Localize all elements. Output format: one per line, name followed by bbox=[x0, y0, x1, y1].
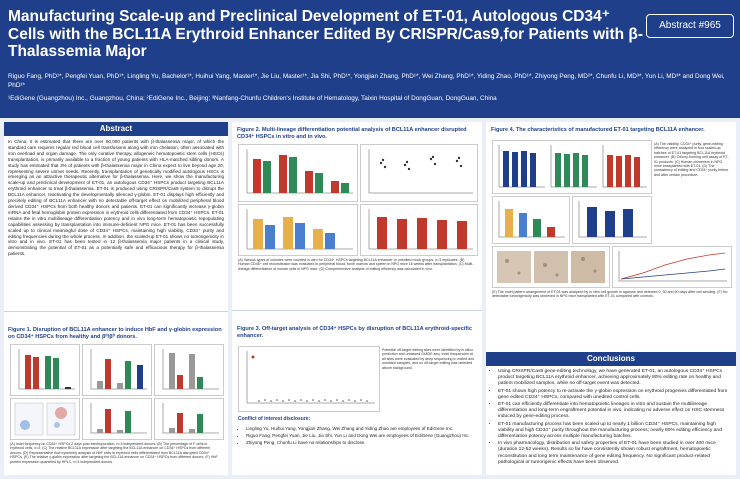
figure-3-title: Figure 3. Off-target analysis of CD34⁺ H… bbox=[237, 326, 472, 339]
fig4-chimerism-chart bbox=[578, 201, 647, 238]
figure-2-title: Figure 2. Multi-lineage differentiation … bbox=[237, 127, 467, 140]
coi-item: Lingling Yu, Huihui Yang, Yongjian Zhang… bbox=[246, 426, 476, 432]
poster-body: Abstract In China, it is estimated that … bbox=[0, 118, 740, 479]
poster-header: Manufacturing Scale-up and Preclinical D… bbox=[0, 0, 740, 118]
conclusion-item: Using CRISPR/Cas9 gene-editing technolog… bbox=[498, 369, 730, 388]
conclusion-item: ET-01 shows high potency to re-activate … bbox=[498, 389, 730, 401]
fig1-bar-chart-a bbox=[18, 349, 75, 390]
fig4-panel-c bbox=[572, 196, 652, 244]
fig1-panel-d bbox=[10, 398, 80, 440]
conflict-of-interest: Conflict of interest disclosure: Linglin… bbox=[238, 416, 476, 446]
fig1-panel-b bbox=[82, 344, 152, 396]
fig1-bar-chart-c bbox=[162, 349, 219, 390]
figure-4-notes-right: (A) The viability, CD34⁺ purity, gene-ed… bbox=[654, 142, 729, 177]
abstract-number-badge: Abstract #965 bbox=[646, 14, 734, 38]
figure-1-title: Figure 1. Disruption of BCL11A enhancer … bbox=[8, 327, 222, 340]
right-column: Figure 4. The characteristics of manufac… bbox=[486, 122, 736, 475]
fig1-bar-chart-e bbox=[90, 403, 147, 434]
fig4-panel-a bbox=[492, 140, 652, 194]
fig2-engraftment-chart bbox=[368, 149, 473, 194]
fig2-editing-chart bbox=[368, 209, 473, 250]
coi-heading: Conflict of interest disclosure: bbox=[238, 416, 311, 422]
figure-2-notes: (A) Various types of colonies were count… bbox=[238, 258, 474, 271]
conclusions-heading: Conclusions bbox=[486, 352, 736, 366]
fig3-scatter-plot bbox=[246, 351, 375, 404]
figure-4-title: Figure 4. The characteristics of manufac… bbox=[491, 127, 705, 133]
fig4-colony-chart bbox=[498, 201, 565, 238]
figure-1-notes: (A) Indel frequency on CD34⁺ HSPCs 2 day… bbox=[10, 442, 218, 464]
fig4-soft-agar-images bbox=[497, 251, 605, 283]
fig4-panel-f bbox=[612, 246, 732, 288]
fig2-lineage-chart bbox=[246, 209, 353, 250]
abstract-text: In China, it is estimated that there are… bbox=[8, 139, 224, 257]
fig3-off-target-chart bbox=[238, 346, 380, 412]
affiliations: ¹EdiGene (Guangzhou) Inc., Guangzhou, Ch… bbox=[8, 95, 497, 102]
fig1-panel-a bbox=[10, 344, 80, 396]
poster-title: Manufacturing Scale-up and Preclinical D… bbox=[8, 8, 644, 60]
fig1-panel-e bbox=[82, 398, 152, 440]
fig2-panel-d bbox=[360, 204, 478, 256]
abstract-heading: Abstract bbox=[4, 122, 228, 136]
fig2-colony-chart bbox=[246, 149, 353, 194]
fig2-panel-b bbox=[360, 144, 478, 202]
fig1-panel-c bbox=[154, 344, 224, 396]
fig2-panel-a bbox=[238, 144, 358, 202]
fig4-panel-b bbox=[492, 196, 570, 244]
coi-item: Riguo Fang, Pengfei Yuan, Jie Liu, Jia S… bbox=[246, 433, 476, 439]
figure-4-notes-bottom: (E) The indel pattern arrangement of ET-… bbox=[492, 290, 728, 299]
middle-column: Figure 2. Multi-lineage differentiation … bbox=[232, 122, 482, 475]
coi-item: Zhiyong Peng, Chunfu Li have no relation… bbox=[246, 440, 476, 446]
fig4-qc-charts bbox=[498, 145, 647, 188]
fig4-panel-e bbox=[492, 246, 610, 288]
fig1-bar-chart-f bbox=[162, 403, 219, 434]
coi-list: Lingling Yu, Huihui Yang, Yongjian Zhang… bbox=[238, 426, 476, 445]
figure-3-notes: Potential off-target editing sites were … bbox=[382, 348, 475, 370]
fig1-panel-f bbox=[154, 398, 224, 440]
conclusion-item: In vivo pharmacology, distribution and s… bbox=[498, 441, 730, 466]
conclusion-item: ET-01 can efficiently differentiate into… bbox=[498, 402, 730, 421]
conclusions-list: Using CRISPR/Cas9 gene-editing technolog… bbox=[486, 366, 736, 466]
conclusion-item: ET-01 manufacturing process has been sca… bbox=[498, 422, 730, 441]
fig2-panel-c bbox=[238, 204, 358, 256]
conclusions-section: Conclusions Using CRISPR/Cas9 gene-editi… bbox=[486, 352, 736, 467]
section-divider bbox=[232, 310, 482, 311]
section-divider bbox=[4, 311, 228, 312]
author-list: Riguo Fang, PhD¹*, Pengfei Yuan, PhD¹*, … bbox=[8, 73, 725, 89]
fig1-flow-plots bbox=[14, 402, 76, 436]
fig4-tumorigenicity-chart bbox=[618, 251, 727, 282]
left-column: Abstract In China, it is estimated that … bbox=[4, 122, 228, 475]
fig1-bar-chart-b bbox=[90, 349, 147, 390]
